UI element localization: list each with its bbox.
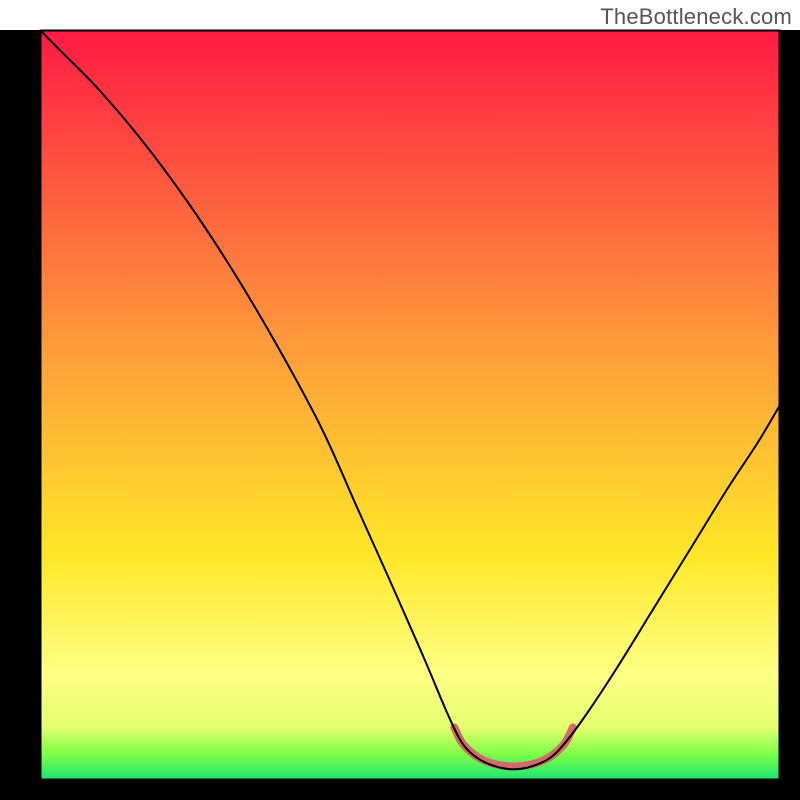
watermark-label: TheBottleneck.com bbox=[600, 4, 792, 30]
bottleneck-chart: TheBottleneck.com bbox=[0, 0, 800, 800]
chart-plot-bg bbox=[40, 30, 780, 780]
chart-svg bbox=[0, 0, 800, 800]
